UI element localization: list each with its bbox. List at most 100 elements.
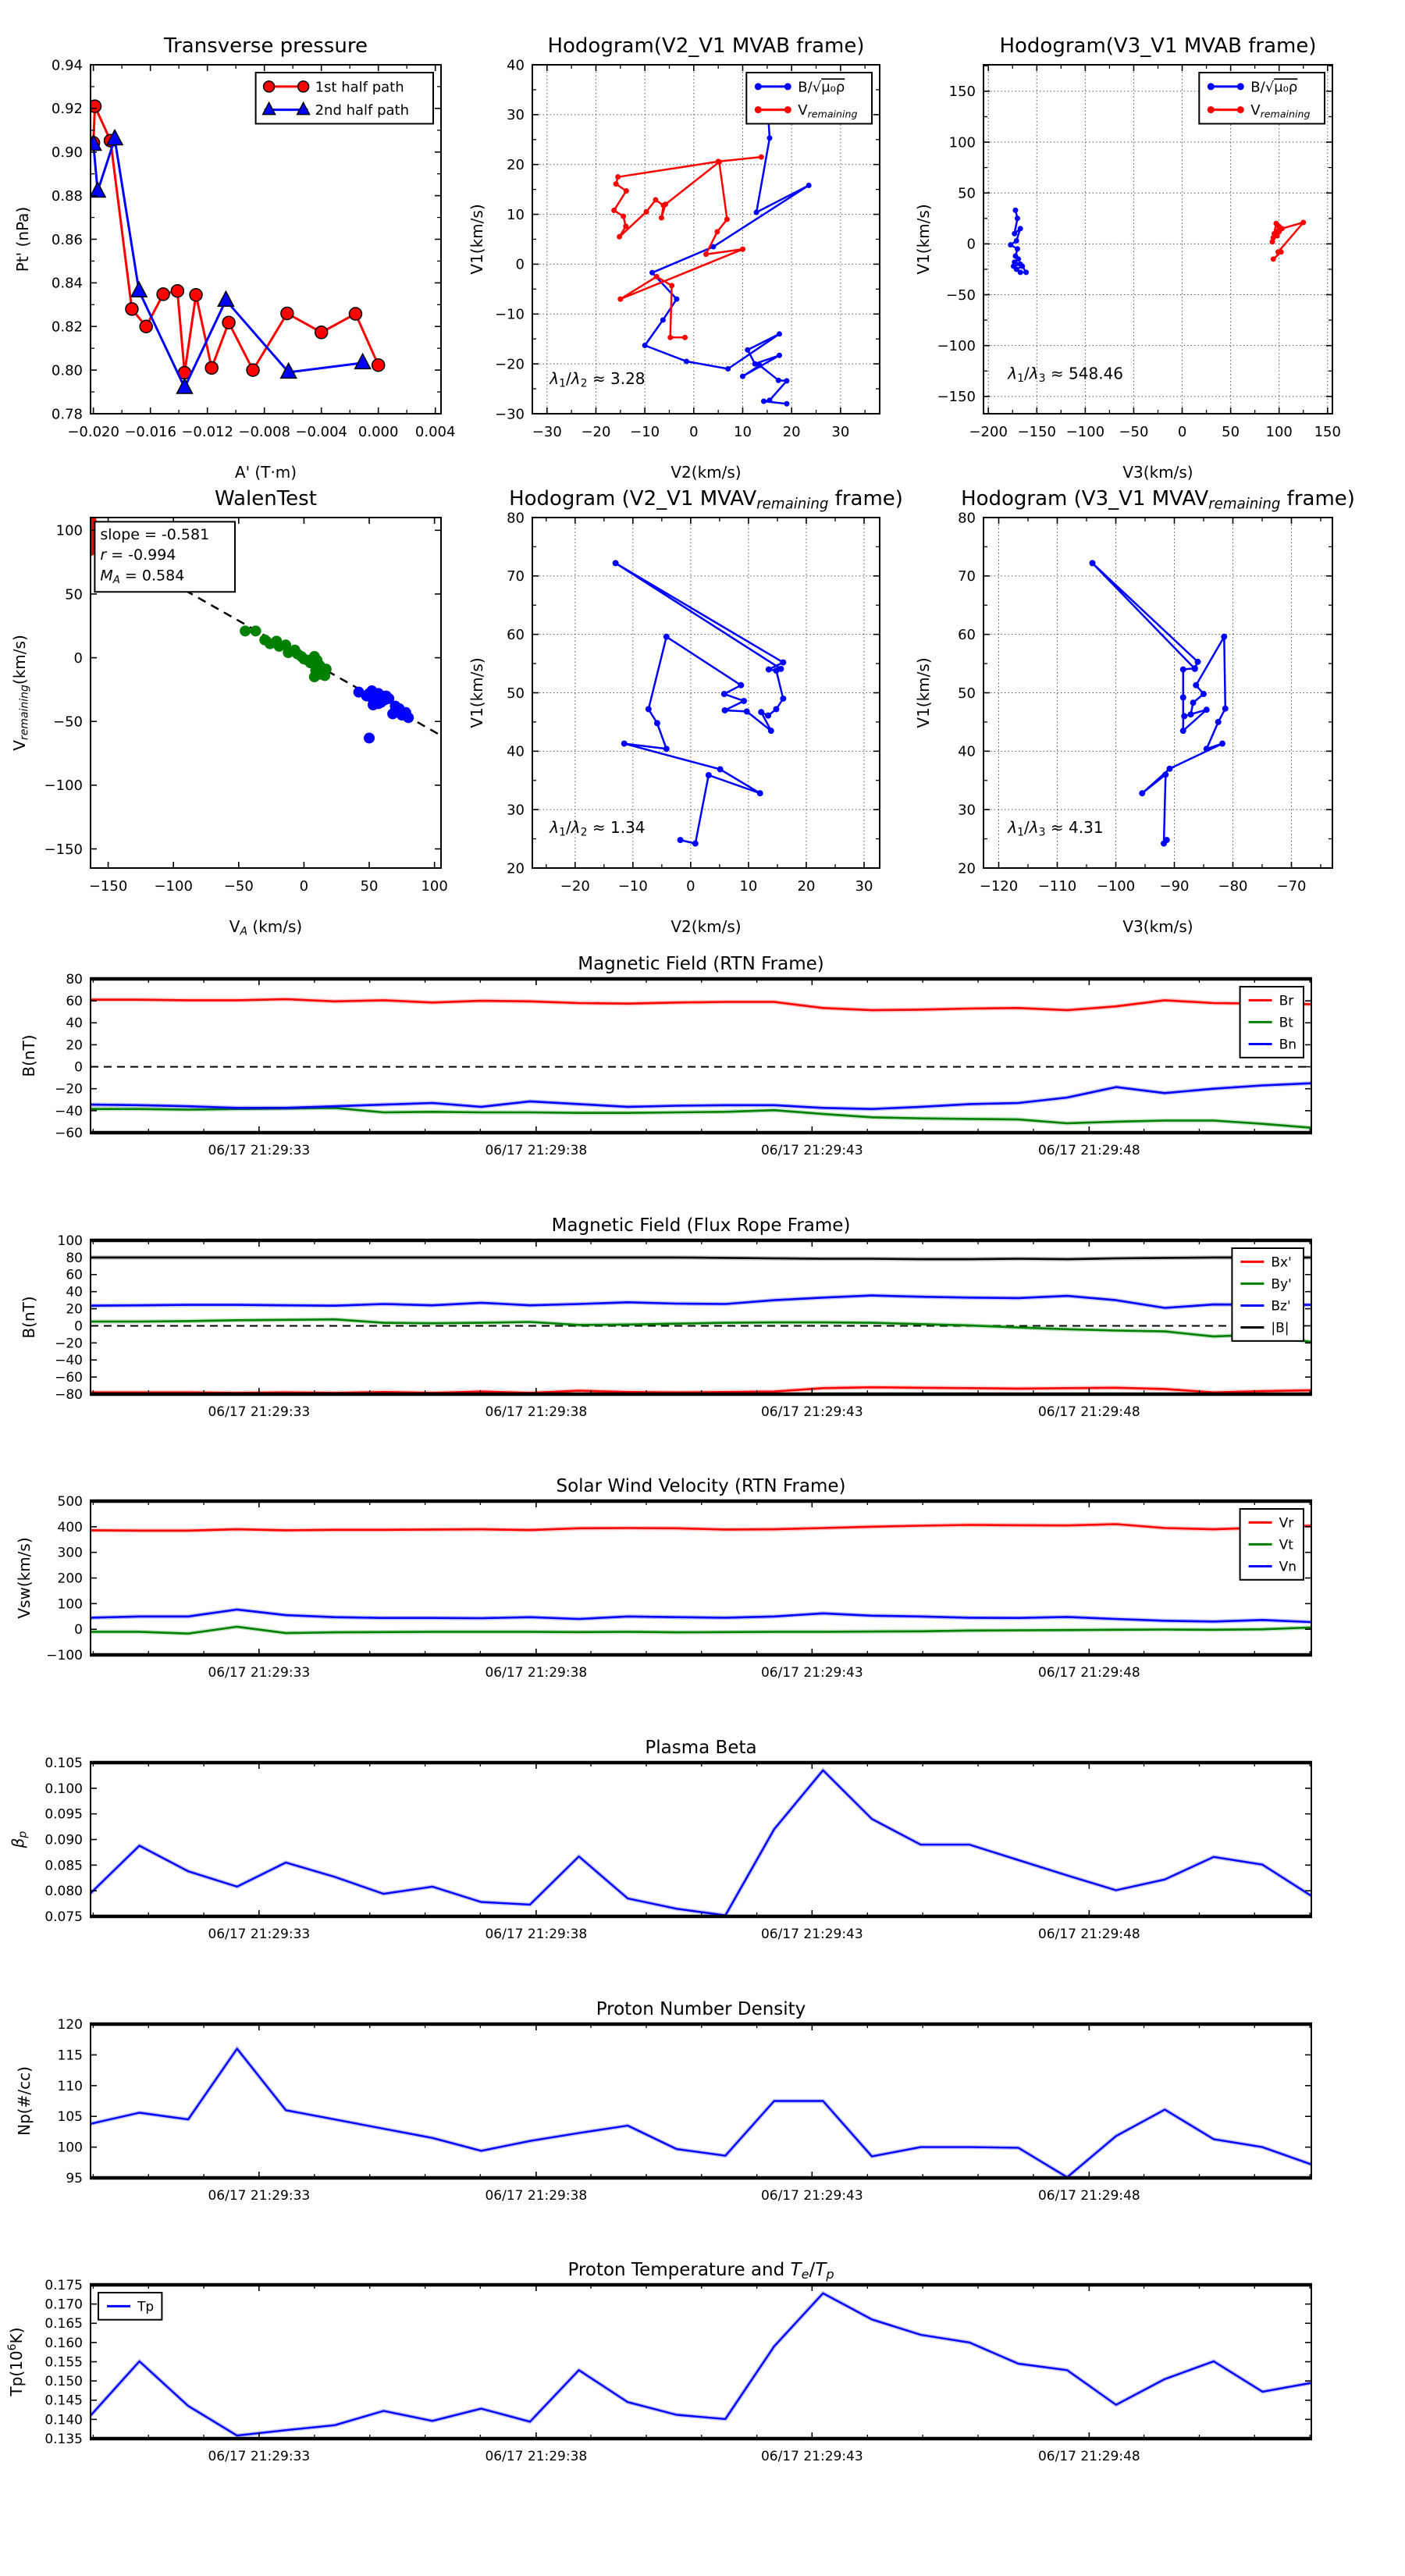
legend-label: Bn xyxy=(1279,1037,1297,1053)
x-tick-label: 06/17 21:29:43 xyxy=(761,1404,863,1420)
y-tick-label: 60 xyxy=(958,627,976,643)
y-axis-label: V1(km/s) xyxy=(914,657,933,728)
legend-box xyxy=(1198,72,1326,125)
x-tick-label: −20 xyxy=(560,878,590,895)
y-tick-label: 95 xyxy=(66,2171,83,2186)
x-tick-label: 06/17 21:29:43 xyxy=(761,2188,863,2204)
y-tick-label: −150 xyxy=(44,841,83,858)
y-tick-label: 300 xyxy=(58,1546,83,1561)
x-tick-label: 06/17 21:29:33 xyxy=(208,2449,310,2464)
x-tick-label: −100 xyxy=(154,878,192,895)
y-tick-label: 20 xyxy=(66,1037,83,1053)
y-tick-label: 110 xyxy=(58,2079,83,2094)
y-axis-label: Tp(106K) xyxy=(6,2327,26,2396)
y-axis-label: Np(#/cc) xyxy=(15,2066,34,2136)
x-axis-label: V3(km/s) xyxy=(1122,917,1193,936)
series-hodogram-v2v1-mvab xyxy=(611,97,812,407)
y-tick-label: 0.165 xyxy=(44,2316,83,2332)
y-tick-label: −100 xyxy=(46,1648,83,1663)
series-transverse-pressure xyxy=(91,99,386,394)
y-tick-label: −10 xyxy=(495,307,525,323)
y-tick-label: −150 xyxy=(937,389,976,405)
x-tick-label: −0.004 xyxy=(295,424,347,440)
x-tick-label: 06/17 21:29:43 xyxy=(761,1927,863,1942)
y-tick-label: 0.105 xyxy=(44,1756,83,1771)
x-tick-label: 06/17 21:29:48 xyxy=(1038,1404,1140,1420)
y-axis-label: Vremaining(km/s) xyxy=(10,635,31,751)
y-tick-label: 70 xyxy=(507,568,525,585)
y-axis-label: B(nT) xyxy=(20,1296,38,1338)
x-tick-label: 06/17 21:29:38 xyxy=(485,1404,587,1420)
y-tick-label: 0.78 xyxy=(52,406,83,422)
chart-title: Solar Wind Velocity (RTN Frame) xyxy=(556,1476,845,1496)
x-tick-label: −0.016 xyxy=(124,424,176,440)
legend-label: Br xyxy=(1279,993,1294,1009)
y-tick-label: 80 xyxy=(507,510,525,526)
x-tick-label: −90 xyxy=(1160,878,1190,895)
x-tick-label: 06/17 21:29:38 xyxy=(485,1927,587,1942)
x-tick-label: 06/17 21:29:38 xyxy=(485,2449,587,2464)
x-tick-label: 20 xyxy=(783,424,801,440)
y-tick-label: 100 xyxy=(56,523,83,539)
y-tick-label: 0 xyxy=(74,1318,83,1334)
y-tick-label: 0.095 xyxy=(44,1807,83,1823)
x-tick-label: 0.004 xyxy=(415,424,456,440)
chart-group-hodogram-v2v1-mvab: −30 −20 −10 0 10 20 30 −30 −20 −10 0 10 20 30 40 Hodogr… xyxy=(468,34,880,482)
y-tick-label: −100 xyxy=(44,777,83,794)
chart-group-mag-field-rtn: 06/17 21:29:33 06/17 21:29:38 06/17 21:29:… xyxy=(20,954,1312,1158)
x-tick-label: 06/17 21:29:48 xyxy=(1038,2449,1140,2464)
y-tick-label: 0.175 xyxy=(44,2278,83,2293)
y-tick-label: 30 xyxy=(507,107,525,123)
legend-label: Vr xyxy=(1279,1515,1294,1531)
y-tick-label: 0.94 xyxy=(52,57,83,73)
y-tick-label: 0.88 xyxy=(52,188,83,205)
series-proton-temperature xyxy=(91,2290,1311,2438)
x-tick-label: −150 xyxy=(89,878,127,895)
y-tick-label: 80 xyxy=(66,1251,83,1266)
legend-label: Vremaining xyxy=(798,102,857,119)
legend-label: |B| xyxy=(1271,1321,1289,1336)
x-tick-label: −100 xyxy=(1066,424,1104,440)
y-tick-label: 60 xyxy=(66,1268,83,1283)
y-tick-label: 60 xyxy=(507,627,525,643)
y-tick-label: −50 xyxy=(946,287,976,304)
legend-label: Bz' xyxy=(1271,1299,1290,1315)
chart-title: Hodogram (V3_V1 MVAVremaining frame) xyxy=(961,487,1355,513)
x-tick-label: 0 xyxy=(1178,424,1186,440)
y-tick-label: 0.135 xyxy=(44,2432,83,2447)
x-tick-label: −30 xyxy=(532,424,562,440)
legend-label: Tp xyxy=(137,2299,154,2314)
annotation: λ1/λ3 ≈ 4.31 xyxy=(1007,818,1103,839)
y-tick-label: 0.86 xyxy=(52,232,83,248)
y-tick-label: 30 xyxy=(507,802,525,818)
series-solar-wind-velocity xyxy=(91,1521,1311,1636)
chart-group-walen-test: −150 −100 −50 0 50 100 −150 −100 −50 0 50 100 WalenT… xyxy=(10,487,448,938)
chart-title: Proton Temperature and Te/Tp xyxy=(567,2260,834,2282)
y-tick-label: 100 xyxy=(949,134,976,151)
x-tick-label: 10 xyxy=(739,878,757,895)
x-tick-label: −0.020 xyxy=(67,424,119,440)
x-tick-label: 06/17 21:29:48 xyxy=(1038,1143,1140,1158)
x-tick-label: 06/17 21:29:48 xyxy=(1038,2188,1140,2204)
annotation-line: MA = 0.584 xyxy=(100,567,184,585)
series-proton-density xyxy=(91,2044,1311,2178)
y-tick-label: 40 xyxy=(507,57,525,73)
y-axis-label: V1(km/s) xyxy=(914,204,933,274)
series-plasma-beta xyxy=(91,1767,1311,1916)
x-tick-label: 0 xyxy=(686,878,695,895)
legend-label: Bx' xyxy=(1271,1254,1291,1270)
y-tick-label: 0 xyxy=(516,257,525,273)
y-tick-label: −100 xyxy=(937,338,976,354)
y-tick-label: 0.140 xyxy=(44,2412,83,2428)
x-tick-label: −50 xyxy=(224,878,254,895)
annotation: λ1/λ3 ≈ 548.46 xyxy=(1007,364,1123,385)
y-tick-label: −50 xyxy=(53,714,83,731)
y-tick-label: 100 xyxy=(58,1233,83,1249)
